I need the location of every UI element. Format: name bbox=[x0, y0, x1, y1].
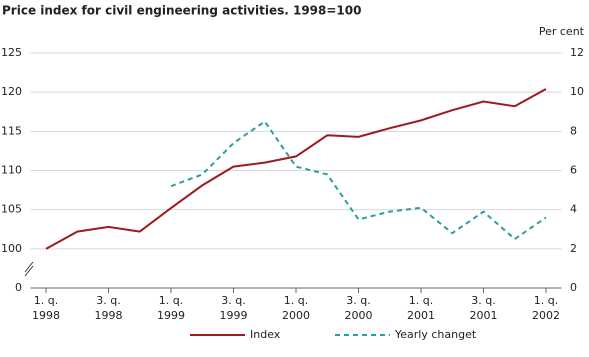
y-tick-label: 110 bbox=[1, 164, 22, 177]
x-tick-label: 2000 bbox=[344, 309, 372, 322]
x-tick-label: 3. q. bbox=[346, 294, 370, 307]
x-tick-label: 2001 bbox=[407, 309, 435, 322]
y2-tick-label: 2 bbox=[570, 242, 577, 255]
y-tick-label: 105 bbox=[1, 203, 22, 216]
y-tick-label: 115 bbox=[1, 124, 22, 137]
y2-tick-label: 12 bbox=[570, 46, 584, 59]
y-tick-label: 120 bbox=[1, 85, 22, 98]
y2-tick-label: 4 bbox=[570, 203, 577, 216]
y-tick-label: 125 bbox=[1, 46, 22, 59]
x-tick-label: 1. q. bbox=[284, 294, 308, 307]
x-tick-label: 1. q. bbox=[534, 294, 558, 307]
series-line bbox=[45, 88, 547, 250]
x-tick-label: 1. q. bbox=[409, 294, 433, 307]
x-tick-label: 2002 bbox=[532, 309, 560, 322]
x-tick-label: 1. q. bbox=[34, 294, 58, 307]
x-tick-label: 1998 bbox=[95, 309, 123, 322]
x-tick-label: 2000 bbox=[282, 309, 310, 322]
series-line bbox=[170, 120, 547, 241]
y2-tick-label: 10 bbox=[570, 85, 584, 98]
y-tick-label: 100 bbox=[1, 242, 22, 255]
break-mark bbox=[24, 261, 34, 273]
legend-label: Index bbox=[250, 328, 281, 341]
y2-tick-label: 0 bbox=[570, 281, 577, 294]
y2-tick-label: 8 bbox=[570, 124, 577, 137]
x-tick-label: 3. q. bbox=[96, 294, 120, 307]
legend-label: Yearly changet bbox=[394, 328, 477, 341]
x-tick-label: 1999 bbox=[220, 309, 248, 322]
x-tick-label: 1999 bbox=[157, 309, 185, 322]
break-mark bbox=[24, 265, 34, 277]
chart-title: Price index for civil engineering activi… bbox=[2, 4, 361, 18]
y2-axis-label: Per cent bbox=[539, 25, 585, 38]
x-tick-label: 3. q. bbox=[221, 294, 245, 307]
x-tick-label: 2001 bbox=[469, 309, 497, 322]
x-tick-label: 1998 bbox=[32, 309, 60, 322]
x-tick-label: 1. q. bbox=[159, 294, 183, 307]
y2-tick-label: 6 bbox=[570, 164, 577, 177]
axis-break bbox=[24, 261, 34, 277]
x-tick-label: 3. q. bbox=[471, 294, 495, 307]
y-tick-label: 0 bbox=[15, 281, 22, 294]
